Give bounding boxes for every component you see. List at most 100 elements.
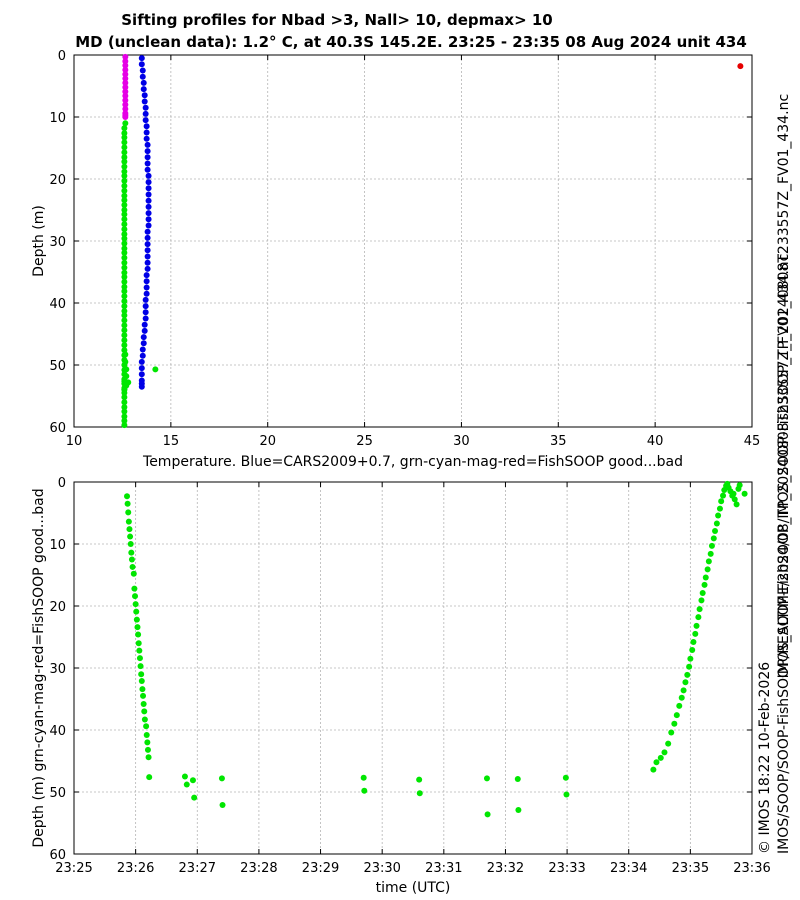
data-point	[121, 264, 128, 271]
data-point	[665, 740, 672, 747]
y-tick-label: 0	[58, 476, 66, 491]
data-point	[140, 79, 147, 86]
data-point	[138, 371, 145, 378]
data-point	[133, 616, 140, 623]
data-point	[189, 777, 196, 784]
data-point	[693, 622, 700, 629]
data-point	[678, 694, 685, 701]
y-axis-label: Depth (m) grn-cyan-mag-red=FishSOOP good…	[31, 488, 47, 847]
y-tick-label: 60	[49, 848, 66, 863]
data-point	[145, 210, 152, 217]
data-point	[741, 490, 748, 497]
source-path-label: IMOS/SOOP/SOOP-FishSOOP/REALTIME/2024/08…	[776, 94, 792, 854]
data-point	[144, 241, 151, 248]
data-point	[701, 581, 708, 588]
data-point	[121, 139, 128, 146]
chart-title-line2: MD (unclean data): 1.2° C, at 40.3S 145.…	[75, 33, 747, 51]
data-point	[121, 216, 128, 223]
data-point	[136, 647, 143, 654]
data-point	[145, 216, 152, 223]
data-point	[673, 712, 680, 719]
data-point	[122, 120, 129, 127]
data-point	[127, 541, 134, 547]
data-point	[127, 533, 134, 540]
x-tick-label: 15	[163, 434, 180, 449]
data-point	[123, 373, 130, 380]
data-point	[139, 346, 146, 353]
data-point	[121, 312, 128, 319]
x-tick-label: 23:30	[363, 861, 400, 876]
data-point	[143, 723, 150, 730]
data-point	[121, 408, 128, 415]
x-tick-label: 23:34	[610, 861, 647, 876]
data-point	[145, 754, 152, 761]
data-point	[122, 97, 129, 104]
data-point	[121, 235, 128, 242]
data-point	[144, 166, 151, 173]
data-point	[690, 638, 697, 645]
data-point	[122, 351, 129, 358]
data-point	[138, 55, 145, 62]
data-point	[707, 550, 714, 557]
data-point	[680, 687, 687, 694]
data-point	[121, 332, 128, 339]
data-point	[121, 144, 128, 151]
data-point	[122, 88, 129, 95]
data-point	[122, 101, 129, 108]
data-point	[146, 774, 153, 781]
data-point	[218, 775, 225, 782]
data-point	[121, 327, 128, 334]
data-point	[144, 228, 151, 235]
data-point	[145, 185, 152, 192]
data-point	[141, 92, 148, 99]
data-point	[121, 197, 128, 204]
data-point	[121, 317, 128, 324]
data-point	[137, 663, 144, 670]
data-point	[121, 283, 128, 290]
x-tick-label: 30	[453, 434, 470, 449]
data-point	[145, 197, 152, 204]
data-point	[121, 404, 128, 411]
data-point	[671, 720, 678, 727]
data-point	[720, 492, 727, 499]
series-blue	[138, 55, 152, 390]
data-point	[695, 614, 702, 621]
data-point	[121, 259, 128, 266]
data-point	[121, 386, 128, 393]
data-point	[736, 482, 743, 489]
data-point	[122, 84, 129, 91]
data-point	[143, 272, 150, 279]
data-point	[141, 98, 148, 105]
data-point	[121, 182, 128, 189]
data-point	[692, 630, 699, 637]
data-point	[181, 773, 188, 780]
data-point	[699, 589, 706, 596]
data-point	[145, 222, 152, 229]
y-tick-label: 0	[58, 49, 66, 64]
data-point	[653, 759, 660, 766]
data-point	[124, 500, 131, 507]
data-point	[121, 221, 128, 228]
x-tick-label: 23:26	[117, 861, 154, 876]
data-point	[737, 63, 744, 70]
y-tick-label: 40	[49, 297, 66, 312]
data-point	[128, 556, 135, 563]
data-point	[144, 234, 151, 241]
data-point	[144, 746, 151, 753]
data-point	[702, 574, 709, 581]
y-tick-label: 50	[49, 786, 66, 801]
temperature-depth-plot: 10 15 20 25 30 35 40 45 0 10 20 30 40 50 60 Temperature…	[31, 49, 760, 470]
data-point	[142, 315, 149, 322]
data-point	[698, 597, 705, 604]
data-point	[122, 75, 129, 82]
data-point	[124, 493, 131, 500]
data-point	[121, 154, 128, 161]
data-point	[121, 337, 128, 344]
data-point	[121, 202, 128, 209]
x-tick-label: 25	[356, 434, 373, 449]
y-tick-label: 50	[49, 359, 66, 374]
data-point	[682, 679, 689, 686]
data-point	[122, 358, 129, 365]
data-point	[122, 92, 129, 99]
y-tick-label: 30	[49, 235, 66, 250]
